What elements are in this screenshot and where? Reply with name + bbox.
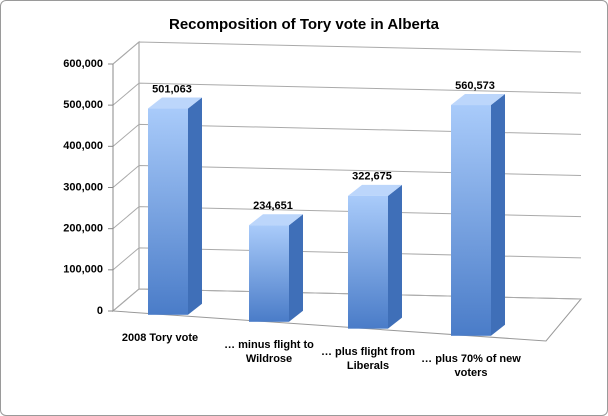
y-tick-label: 600,000: [63, 58, 103, 70]
grid-line: [112, 41, 582, 65]
grid-line: [112, 247, 582, 271]
y-tick-label: 200,000: [63, 223, 103, 235]
bar-side: [289, 214, 303, 322]
grid-line: [112, 164, 582, 188]
bar-top: [148, 97, 202, 109]
chart-title: Recomposition of Tory vote in Alberta: [169, 16, 440, 33]
grid-line: [112, 82, 582, 106]
value-label: 322,675: [352, 171, 392, 183]
bar: [148, 108, 188, 315]
x-tick-label: 2008 Tory vote: [121, 331, 199, 344]
bar-top: [348, 184, 402, 196]
grid-line: [112, 123, 582, 147]
bar-top: [451, 94, 505, 106]
grid-line: [112, 206, 582, 230]
x-tick-label: … plus 70% of new voters: [421, 352, 521, 379]
bar-side: [388, 184, 402, 329]
y-tick-label: 500,000: [63, 99, 103, 111]
x-tick-label: … minus flight to Wildrose: [224, 338, 314, 365]
bar: [451, 105, 491, 336]
value-label: 234,651: [253, 200, 293, 212]
value-label: 501,063: [152, 83, 192, 95]
y-tick-label: 400,000: [63, 140, 103, 152]
value-label: 560,573: [455, 80, 495, 92]
grid-line: [112, 288, 582, 312]
bar: [348, 195, 388, 329]
bar: [249, 225, 289, 322]
y-tick-label: 0: [97, 305, 103, 317]
bar-top: [249, 214, 303, 226]
y-tick-label: 300,000: [63, 181, 103, 193]
bar-side: [491, 94, 505, 336]
y-tick-label: 100,000: [63, 264, 103, 276]
bar-side: [188, 97, 202, 315]
x-tick-label: … plus flight from Liberals: [320, 345, 416, 372]
